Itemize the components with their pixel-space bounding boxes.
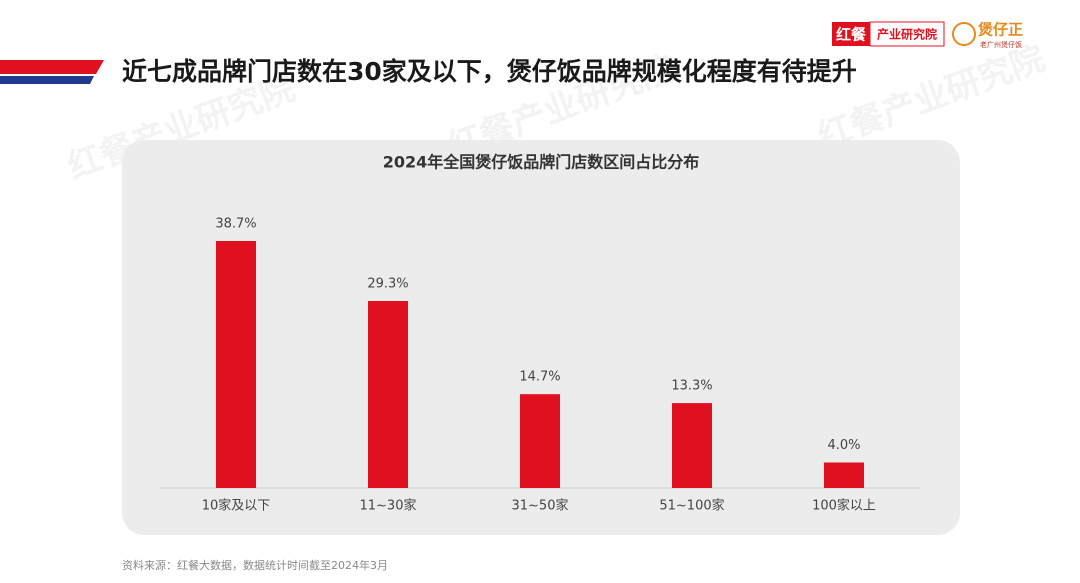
- logo-circle: [952, 22, 976, 46]
- value-label: 14.7%: [519, 370, 560, 385]
- header-stripe: [0, 60, 104, 74]
- chart-title: 2024年全国煲仔饭品牌门店数区间占比分布: [383, 153, 700, 172]
- logo-box: [869, 21, 945, 47]
- bar: [520, 394, 560, 488]
- x-tick-label: 31~50家: [512, 498, 569, 514]
- x-tick-label: 10家及以下: [202, 498, 271, 514]
- logo-brand: 红餐: [836, 26, 867, 44]
- x-tick-label: 51~100家: [659, 498, 724, 514]
- bar: [824, 462, 864, 488]
- value-label: 38.7%: [215, 217, 256, 232]
- page-title: 近七成品牌门店数在30家及以下，煲仔饭品牌规模化程度有待提升: [122, 57, 857, 86]
- x-tick-label: 11~30家: [360, 498, 417, 514]
- bar: [672, 403, 712, 488]
- bar: [368, 300, 408, 488]
- bar: [216, 241, 256, 488]
- logo-text: 产业研究院: [877, 27, 937, 42]
- value-label: 4.0%: [827, 438, 860, 453]
- source-note: 资料来源：红餐大数据，数据统计时间截至2024年3月: [122, 558, 388, 572]
- chart-card: [122, 140, 960, 535]
- plot: 10家及以下 38.7% 11~30家 29.3% 31~50家 14.7% 51~100家…: [202, 217, 876, 514]
- value-label: 29.3%: [367, 276, 408, 291]
- logo-brand-2: 煲仔正: [978, 21, 1023, 39]
- value-label: 13.3%: [671, 379, 712, 394]
- x-tick-label: 100家以上: [812, 498, 876, 514]
- logo-badge: [832, 22, 870, 46]
- header-stripe: [0, 76, 94, 84]
- logo-sub: 老广州煲仔饭: [980, 40, 1022, 49]
